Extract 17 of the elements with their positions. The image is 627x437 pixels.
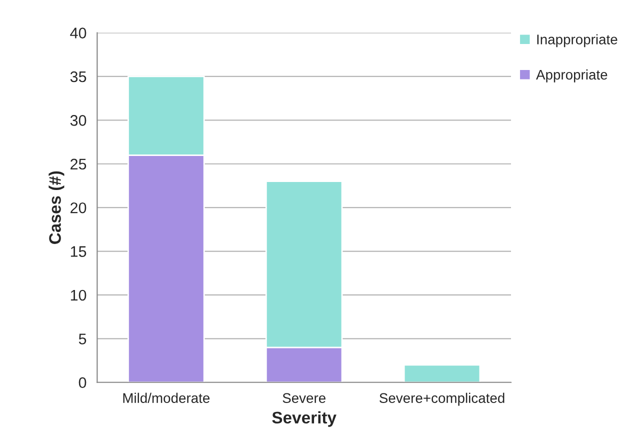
y-tick-label: 5 xyxy=(78,334,86,344)
x-axis-title: Severity xyxy=(272,411,336,427)
y-axis-title: Cases (#) xyxy=(48,171,64,244)
x-tick-label: Mild/moderate xyxy=(123,392,210,403)
y-tick-label: 30 xyxy=(70,115,86,126)
y-tick-label: 35 xyxy=(70,71,86,82)
legend-label: Inappropriate xyxy=(537,34,618,48)
y-tick-label: 10 xyxy=(70,290,86,301)
x-tick-label: Severe xyxy=(282,393,326,403)
y-tick-label: 40 xyxy=(70,28,86,38)
y-tick-label: 0 xyxy=(78,377,86,388)
y-tick-label: 20 xyxy=(70,202,86,214)
bar xyxy=(403,364,481,382)
legend-label: Appropriate xyxy=(536,69,608,82)
x-tick-label: Severe+complicated xyxy=(380,392,504,406)
y-tick-label: 15 xyxy=(70,246,86,257)
y-tick-label: 25 xyxy=(70,158,86,170)
